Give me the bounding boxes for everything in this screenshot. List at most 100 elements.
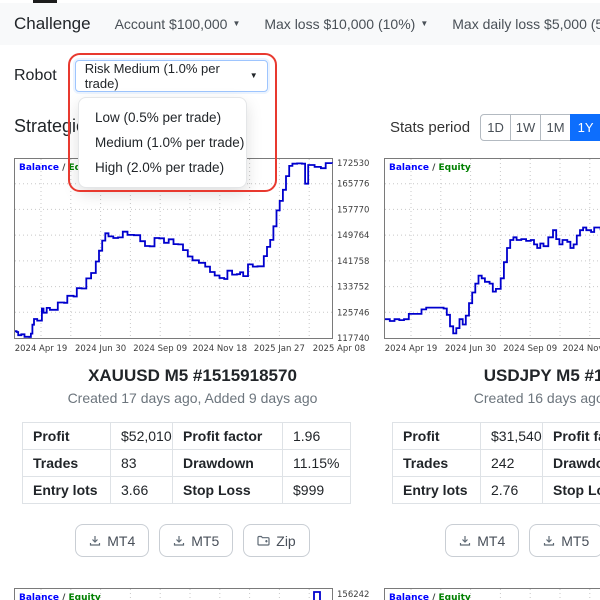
table-row: Profit $31,540 Profit factor bbox=[392, 422, 600, 450]
stat-value: 2.76 bbox=[480, 476, 543, 504]
caret-down-icon: ▼ bbox=[420, 19, 429, 28]
strategy-title: XAUUSD M5 #1515918570 bbox=[88, 366, 297, 385]
stat-label: Trades bbox=[22, 449, 111, 477]
stat-value: 11.15% bbox=[282, 449, 351, 477]
stat-value: $999 bbox=[282, 476, 351, 504]
next-strategy-row: Balance / Equity 156242 Balance / Equity bbox=[14, 588, 600, 600]
account-menu[interactable]: Account $100,000 ▼ bbox=[115, 16, 241, 32]
svg-text:2024 Jun 30: 2024 Jun 30 bbox=[75, 344, 126, 354]
zip-folder-icon bbox=[257, 535, 270, 546]
balance-chart-partial: Balance / Equity bbox=[384, 588, 600, 600]
svg-text:141758: 141758 bbox=[337, 257, 369, 267]
download-zip-label: Zip bbox=[276, 532, 296, 549]
stat-label: Profit factor bbox=[542, 422, 600, 450]
download-buttons-row: MT4 MT5 Zip bbox=[384, 524, 600, 557]
strategy-title: USDJPY M5 #18175 bbox=[483, 366, 600, 385]
svg-text:157770: 157770 bbox=[337, 205, 369, 215]
stat-label: Stop Loss bbox=[172, 476, 283, 504]
stat-label: Drawdown bbox=[172, 449, 283, 477]
max-loss-menu[interactable]: Max loss $10,000 (10%) ▼ bbox=[264, 16, 428, 32]
max-daily-loss-menu-label: Max daily loss $5,000 (5%) bbox=[452, 16, 600, 32]
stats-table: Profit $31,540 Profit factor Trades 242 … bbox=[392, 422, 600, 504]
download-mt4-button[interactable]: MT4 bbox=[445, 524, 520, 557]
max-daily-loss-menu[interactable]: Max daily loss $5,000 (5%) ▼ bbox=[452, 16, 600, 32]
svg-text:2025 Jan 27: 2025 Jan 27 bbox=[254, 344, 305, 354]
svg-text:2025 Apr 08: 2025 Apr 08 bbox=[313, 344, 366, 354]
balance-chart-xauusd: Balance / Equity172530165776157770149764… bbox=[14, 158, 371, 354]
stat-value: $31,540 bbox=[480, 422, 543, 450]
table-row: Profit $52,010 Profit factor 1.96 bbox=[22, 422, 351, 450]
svg-text:Balance / Equity: Balance / Equity bbox=[389, 593, 471, 600]
max-loss-menu-label: Max loss $10,000 (10%) bbox=[264, 16, 416, 32]
risk-select-value: Risk Medium (1.0% per trade) bbox=[84, 61, 220, 91]
strategy-card-xauusd: Balance / Equity172530165776157770149764… bbox=[14, 158, 371, 557]
svg-text:2024 Sep 09: 2024 Sep 09 bbox=[133, 344, 187, 354]
svg-text:2024 Apr 19: 2024 Apr 19 bbox=[15, 344, 68, 354]
caret-down-icon: ▼ bbox=[232, 19, 241, 28]
stats-period-button-group: 1D 1W 1M 1Y 5Y bbox=[480, 114, 600, 141]
stats-period-row: Stats period 1D 1W 1M 1Y 5Y bbox=[390, 114, 600, 141]
stat-label: Trades bbox=[392, 449, 481, 477]
download-mt5-label: MT5 bbox=[561, 532, 590, 549]
svg-text:149764: 149764 bbox=[337, 231, 369, 241]
svg-text:2024 Sep 09: 2024 Sep 09 bbox=[503, 344, 557, 354]
account-menu-label: Account $100,000 bbox=[114, 16, 228, 32]
svg-text:Balance / Equity: Balance / Equity bbox=[19, 593, 101, 600]
top-navbar: Challenge Account $100,000 ▼ Max loss $1… bbox=[0, 3, 600, 45]
svg-text:133752: 133752 bbox=[337, 283, 369, 293]
caret-down-icon: ▼ bbox=[249, 71, 258, 80]
strategy-cards-row: Balance / Equity 172530 165776 157770 149764… bbox=[14, 158, 600, 557]
stat-label: Profit bbox=[392, 422, 481, 450]
window-edge-artifact bbox=[33, 0, 57, 3]
download-zip-button[interactable]: Zip bbox=[243, 524, 310, 557]
stats-table: Profit $52,010 Profit factor 1.96 Trades… bbox=[22, 422, 351, 504]
download-mt4-button[interactable]: MT4 bbox=[75, 524, 150, 557]
risk-option-low[interactable]: Low (0.5% per trade) bbox=[95, 110, 222, 125]
stat-label: Entry lots bbox=[392, 476, 481, 504]
period-button-1y-active[interactable]: 1Y bbox=[570, 114, 600, 141]
download-icon bbox=[544, 536, 555, 546]
download-mt5-button[interactable]: MT5 bbox=[159, 524, 234, 557]
svg-text:2024 Nov 18: 2024 Nov 18 bbox=[563, 344, 600, 354]
stat-value: 1.96 bbox=[282, 422, 351, 450]
download-mt5-label: MT5 bbox=[191, 532, 220, 549]
svg-text:165776: 165776 bbox=[337, 180, 369, 190]
download-icon bbox=[174, 536, 185, 546]
robot-row: Robot Risk Medium (1.0% per trade) ▼ bbox=[14, 60, 268, 92]
stat-value: 242 bbox=[480, 449, 543, 477]
download-icon bbox=[460, 536, 471, 546]
period-button-1m[interactable]: 1M bbox=[540, 114, 572, 141]
svg-text:2024 Apr 19: 2024 Apr 19 bbox=[385, 344, 438, 354]
strategy-subtitle: Created 16 days ago, Added bbox=[473, 390, 600, 406]
stat-label: Stop Loss bbox=[542, 476, 600, 504]
period-button-1d[interactable]: 1D bbox=[480, 114, 512, 141]
stat-label: Profit bbox=[22, 422, 111, 450]
svg-text:2024 Jun 30: 2024 Jun 30 bbox=[445, 344, 496, 354]
page-title: Challenge bbox=[14, 14, 91, 33]
download-mt4-label: MT4 bbox=[477, 532, 506, 549]
risk-option-medium[interactable]: Medium (1.0% per trade) bbox=[95, 135, 245, 150]
stat-value: $52,010 bbox=[110, 422, 173, 450]
balance-chart-partial: Balance / Equity 156242 bbox=[14, 588, 371, 600]
table-row: Trades 83 Drawdown 11.15% bbox=[22, 449, 351, 477]
stat-value: 83 bbox=[110, 449, 173, 477]
table-row: Entry lots 2.76 Stop Loss bbox=[392, 476, 600, 504]
stat-label: Profit factor bbox=[172, 422, 283, 450]
download-mt4-label: MT4 bbox=[107, 532, 136, 549]
table-row: Trades 242 Drawdown bbox=[392, 449, 600, 477]
download-mt5-button[interactable]: MT5 bbox=[529, 524, 600, 557]
svg-text:172530: 172530 bbox=[337, 159, 369, 169]
svg-text:156242: 156242 bbox=[337, 590, 369, 600]
stat-label: Entry lots bbox=[22, 476, 111, 504]
period-button-1w[interactable]: 1W bbox=[510, 114, 542, 141]
stat-value: 3.66 bbox=[110, 476, 173, 504]
risk-select[interactable]: Risk Medium (1.0% per trade) ▼ bbox=[74, 60, 268, 92]
strategy-subtitle: Created 17 days ago, Added 9 days ago bbox=[67, 390, 318, 406]
stats-period-label: Stats period bbox=[390, 119, 471, 136]
risk-option-high[interactable]: High (2.0% per trade) bbox=[95, 160, 225, 175]
svg-text:Balance / Equity: Balance / Equity bbox=[389, 163, 471, 173]
robot-label: Robot bbox=[14, 67, 57, 84]
stat-label: Drawdown bbox=[542, 449, 600, 477]
svg-text:125746: 125746 bbox=[337, 308, 369, 318]
